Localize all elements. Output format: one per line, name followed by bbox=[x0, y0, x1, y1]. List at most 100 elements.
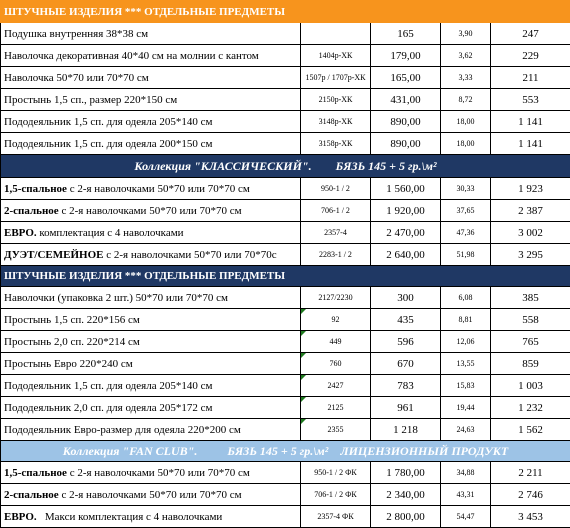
unit-value: 24,63 bbox=[441, 419, 491, 441]
product-name: Пододеяльник 2,0 сп. для одеяла 205*172 … bbox=[1, 397, 301, 419]
article-code: 2355 bbox=[301, 419, 371, 441]
retail-price: 765 bbox=[491, 331, 570, 353]
product-name: Простынь 1,5 сп. 220*156 см bbox=[1, 309, 301, 331]
price-value: 670 bbox=[371, 353, 441, 375]
unit-value: 47,36 bbox=[441, 222, 491, 244]
product-name-rest: с 2-я наволочками 50*70 или 70*70 см bbox=[67, 467, 250, 479]
unit-value: 6,08 bbox=[441, 287, 491, 309]
article-code: 3148р-ХК bbox=[301, 111, 371, 133]
price-value: 783 bbox=[371, 375, 441, 397]
product-name-bold: ЕВРО. bbox=[4, 511, 37, 523]
product-name: Пододеяльник 1,5 сп. для одеяла 200*150 … bbox=[1, 133, 301, 155]
retail-price: 1 562 bbox=[491, 419, 570, 441]
article-code: 2427 bbox=[301, 375, 371, 397]
retail-price: 1 232 bbox=[491, 397, 570, 419]
article-code: 2357-4 ФК bbox=[301, 506, 371, 528]
article-code: 950-1 / 2 ФК bbox=[301, 462, 371, 484]
price-value: 1 780,00 bbox=[371, 462, 441, 484]
article-code: 1404р-ХК bbox=[301, 45, 371, 67]
table-row: Пододеяльник Евро-размер для одеяла 220*… bbox=[1, 419, 570, 441]
product-name-bold: ЕВРО. bbox=[4, 227, 37, 239]
retail-price: 1 923 bbox=[491, 178, 570, 200]
retail-price: 2 387 bbox=[491, 200, 570, 222]
article-code: 3158р-ХК bbox=[301, 133, 371, 155]
section-header-text: Коллекция "КЛАССИЧЕСКИЙ". БЯЗЬ 145 + 5 г… bbox=[1, 155, 570, 178]
retail-price: 558 bbox=[491, 309, 570, 331]
product-name: 1,5-спальное с 2-я наволочками 50*70 или… bbox=[1, 178, 301, 200]
table-row: ДУЭТ/СЕМЕЙНОЕ с 2-я наволочками 50*70 ил… bbox=[1, 244, 570, 266]
product-name: Пододеяльник 1,5 сп. для одеяла 205*140 … bbox=[1, 375, 301, 397]
retail-price: 3 002 bbox=[491, 222, 570, 244]
product-name: Пододеяльник 1,5 сп. для одеяла 205*140 … bbox=[1, 111, 301, 133]
unit-value: 3,62 bbox=[441, 45, 491, 67]
unit-value: 51,98 bbox=[441, 244, 491, 266]
section-header-text: Коллекция "FAN CLUB". БЯЗЬ 145 + 5 гр.\м… bbox=[1, 441, 570, 462]
unit-value: 3,33 bbox=[441, 67, 491, 89]
table-row: 2-спальное с 2-я наволочками 50*70 или 7… bbox=[1, 484, 570, 506]
section-header-fan-club-collection: Коллекция "FAN CLUB". БЯЗЬ 145 + 5 гр.\м… bbox=[1, 441, 570, 462]
table-row: Пододеяльник 1,5 сп. для одеяла 200*150 … bbox=[1, 133, 570, 155]
product-name: ЕВРО. Макси комплектация с 4 наволочками bbox=[1, 506, 301, 528]
product-name-bold: 2-спальное bbox=[4, 205, 59, 217]
article-code: 2357-4 bbox=[301, 222, 371, 244]
section-header-single-items-2: ШТУЧНЫЕ ИЗДЕЛИЯ *** ОТДЕЛЬНЫЕ ПРЕДМЕТЫ bbox=[1, 266, 570, 287]
section-header-text: ШТУЧНЫЕ ИЗДЕЛИЯ *** ОТДЕЛЬНЫЕ ПРЕДМЕТЫ bbox=[1, 1, 570, 23]
retail-price: 1 003 bbox=[491, 375, 570, 397]
retail-price: 229 bbox=[491, 45, 570, 67]
article-code: 449 bbox=[301, 331, 371, 353]
unit-value: 3,90 bbox=[441, 23, 491, 45]
article-code: 1507р / 1707р-ХК bbox=[301, 67, 371, 89]
product-name-rest: с 2-я наволочками 50*70 или 70*70 см bbox=[59, 205, 242, 217]
product-name-rest: с 2-я наволочками 50*70 или 70*70 см bbox=[59, 489, 242, 501]
section-header-single-items: ШТУЧНЫЕ ИЗДЕЛИЯ *** ОТДЕЛЬНЫЕ ПРЕДМЕТЫ bbox=[1, 1, 570, 23]
unit-value: 18,00 bbox=[441, 111, 491, 133]
unit-value: 15,83 bbox=[441, 375, 491, 397]
table-row: 1,5-спальное с 2-я наволочками 50*70 или… bbox=[1, 178, 570, 200]
price-value: 179,00 bbox=[371, 45, 441, 67]
product-name-bold: 1,5-спальное bbox=[4, 467, 67, 479]
product-name: Наволочка 50*70 или 70*70 см bbox=[1, 67, 301, 89]
retail-price: 211 bbox=[491, 67, 570, 89]
product-name: Наволочка декоративная 40*40 см на молни… bbox=[1, 45, 301, 67]
price-value: 431,00 bbox=[371, 89, 441, 111]
article-code: 760 bbox=[301, 353, 371, 375]
price-value: 300 bbox=[371, 287, 441, 309]
table-row: Пододеяльник 1,5 сп. для одеяла 205*140 … bbox=[1, 111, 570, 133]
unit-value: 12,06 bbox=[441, 331, 491, 353]
table-row: ЕВРО. комплектация с 4 наволочками 2357-4… bbox=[1, 222, 570, 244]
retail-price: 3 453 bbox=[491, 506, 570, 528]
unit-value: 37,65 bbox=[441, 200, 491, 222]
product-name: 2-спальное с 2-я наволочками 50*70 или 7… bbox=[1, 200, 301, 222]
price-value: 1 560,00 bbox=[371, 178, 441, 200]
retail-price: 1 141 bbox=[491, 133, 570, 155]
price-value: 890,00 bbox=[371, 111, 441, 133]
price-value: 961 bbox=[371, 397, 441, 419]
product-name-rest: комплектация с 4 наволочками bbox=[37, 227, 184, 239]
article-code: 706-1 / 2 bbox=[301, 200, 371, 222]
section-header-classic-collection: Коллекция "КЛАССИЧЕСКИЙ". БЯЗЬ 145 + 5 г… bbox=[1, 155, 570, 178]
product-name: Наволочки (упаковка 2 шт.) 50*70 или 70*… bbox=[1, 287, 301, 309]
price-value: 2 640,00 bbox=[371, 244, 441, 266]
unit-value: 8,72 bbox=[441, 89, 491, 111]
price-value: 1 920,00 bbox=[371, 200, 441, 222]
table-row: Наволочки (упаковка 2 шт.) 50*70 или 70*… bbox=[1, 287, 570, 309]
retail-price: 553 bbox=[491, 89, 570, 111]
product-name-rest: с 2-я наволочками 50*70 или 70*70с bbox=[104, 249, 277, 261]
article-code: 706-1 / 2 ФК bbox=[301, 484, 371, 506]
price-value: 1 218 bbox=[371, 419, 441, 441]
price-value: 596 bbox=[371, 331, 441, 353]
unit-value: 34,88 bbox=[441, 462, 491, 484]
product-name-bold: 1,5-спальное bbox=[4, 183, 67, 195]
price-value: 165,00 bbox=[371, 67, 441, 89]
article-code: 2150р-ХК bbox=[301, 89, 371, 111]
article-code: 92 bbox=[301, 309, 371, 331]
article-code: 2283-1 / 2 bbox=[301, 244, 371, 266]
unit-value: 43,31 bbox=[441, 484, 491, 506]
table-row: Пододеяльник 2,0 сп. для одеяла 205*172 … bbox=[1, 397, 570, 419]
unit-value: 8,81 bbox=[441, 309, 491, 331]
product-name: Подушка внутренняя 38*38 см bbox=[1, 23, 301, 45]
